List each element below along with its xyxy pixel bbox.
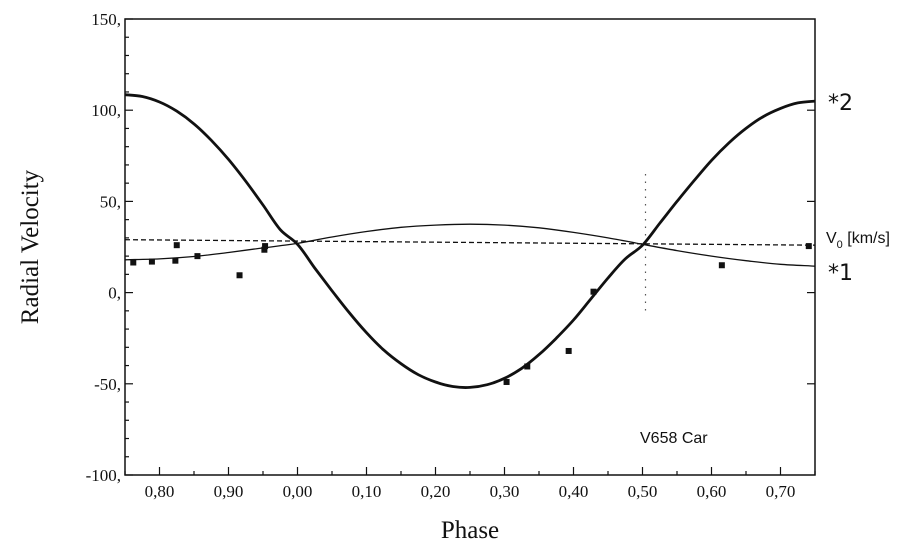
observation-point <box>590 288 597 295</box>
y-tick-label: 0, <box>108 284 121 303</box>
plot-frame <box>124 18 816 476</box>
x-tick-label: 0,60 <box>697 482 727 501</box>
x-tick-label: 0,80 <box>145 482 175 501</box>
v0-label-unit: [km/s] <box>843 230 890 247</box>
observed-points <box>130 242 812 385</box>
observation-point <box>194 253 201 260</box>
observation-point <box>524 363 531 370</box>
observation-point <box>172 257 179 264</box>
observation-point <box>718 262 725 269</box>
x-tick-label: 0,10 <box>352 482 382 501</box>
curve-star-1 <box>124 223 816 267</box>
y-tick-labels: 150, 100, 50, 0, -50, -100, <box>86 10 121 485</box>
observation-point <box>262 243 269 250</box>
observation-point <box>130 259 137 266</box>
x-tick-label: 0,70 <box>766 482 796 501</box>
observation-point <box>261 246 268 253</box>
x-tick-label: 0,40 <box>559 482 589 501</box>
y-axis-title: Radial Velocity <box>17 169 44 324</box>
x-axis-title: Phase <box>441 517 499 544</box>
y-tick-label: -100, <box>86 466 121 485</box>
observation-point <box>148 258 155 265</box>
x-tick-label: 0,50 <box>628 482 658 501</box>
observation-point <box>503 378 510 385</box>
observation-point <box>805 243 812 250</box>
star-1-label: *1 <box>828 261 853 286</box>
x-tick-label: 0,20 <box>421 482 451 501</box>
velocity-curves <box>124 93 816 389</box>
axis-ticks <box>124 18 816 476</box>
v0-label-sub: 0 <box>837 239 843 251</box>
x-tick-label: 0,90 <box>214 482 244 501</box>
x-tick-label: 0,30 <box>490 482 520 501</box>
x-tick-label: 0,00 <box>283 482 313 501</box>
star-2-label: *2 <box>828 91 853 116</box>
observation-point <box>173 242 180 249</box>
y-tick-label: 150, <box>91 10 121 29</box>
v0-label: V0 [km/s] <box>826 230 890 251</box>
y-tick-label: 50, <box>100 192 121 211</box>
systemic-velocity-line <box>124 239 816 246</box>
y-tick-label: 100, <box>91 101 121 120</box>
observation-point <box>565 347 572 354</box>
x-tick-labels: 0,80 0,90 0,00 0,10 0,20 0,30 0,40 0,50 0,60 0,70 <box>145 482 796 501</box>
observation-point <box>236 272 243 279</box>
v0-label-main: V <box>826 230 837 247</box>
star-name-annotation: V658 Car <box>640 430 708 447</box>
y-tick-label: -50, <box>94 375 121 394</box>
curve-star-2 <box>124 93 816 389</box>
